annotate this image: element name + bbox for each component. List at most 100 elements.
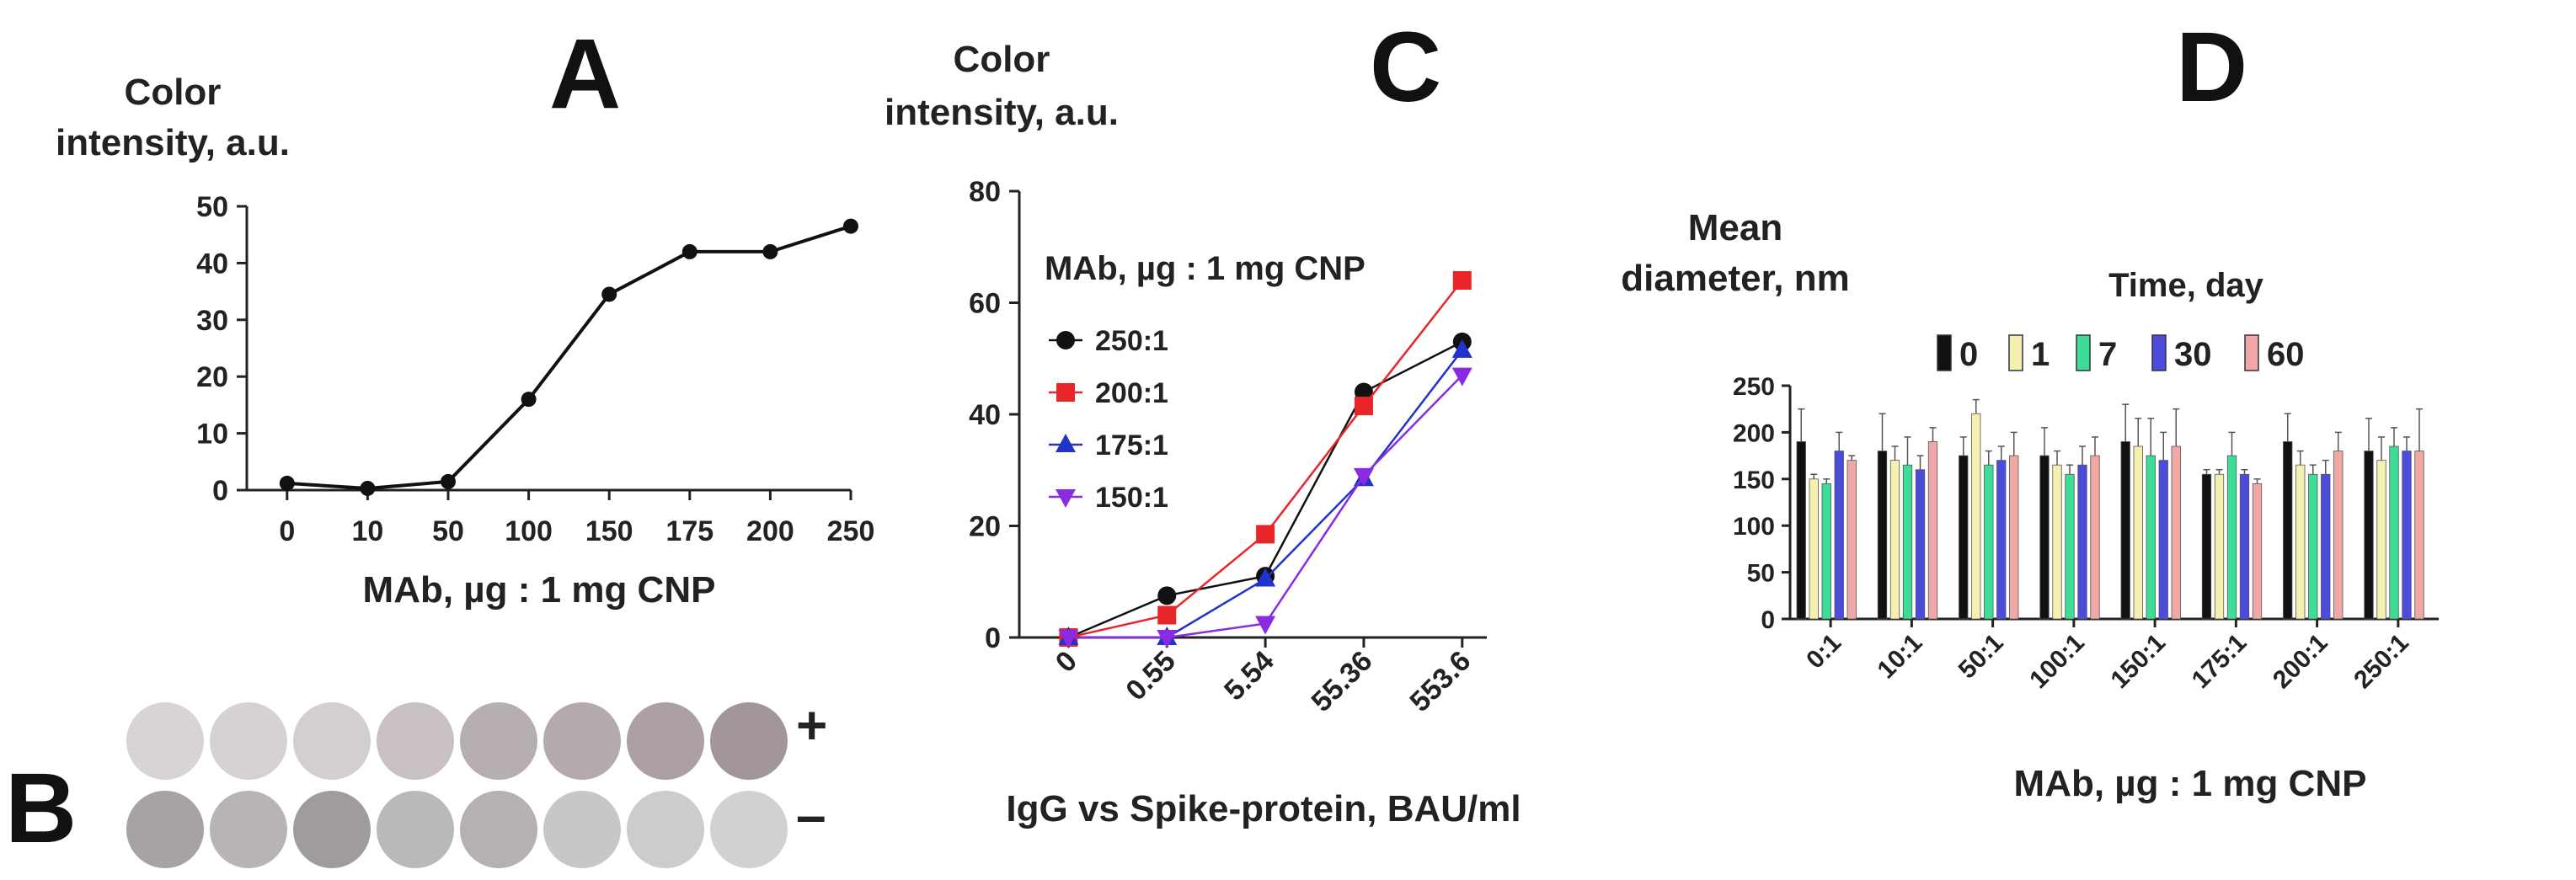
panel-d-bar — [2120, 441, 2130, 620]
panel-letter-b: B — [5, 753, 77, 864]
panel-d-x-tick-label: 50:1 — [1953, 629, 2009, 685]
panel-d-legend-swatch — [2076, 334, 2091, 371]
panel-c-y-tick-label: 0 — [985, 622, 1001, 654]
panel-c-data-point — [1256, 525, 1275, 544]
well-negative — [627, 791, 704, 868]
panel-c-data-point — [1452, 271, 1472, 290]
panel-a-data-point — [441, 473, 456, 489]
panel-c-legend-marker — [1056, 434, 1076, 452]
panel-d-x-tick-label: 150:1 — [2105, 629, 2171, 695]
panel-c-data-point — [1157, 586, 1177, 605]
panel-d-bar — [2321, 473, 2331, 620]
panel-d-x-tick-label: 200:1 — [2268, 629, 2333, 695]
well-negative — [377, 791, 454, 868]
panel-d-ylabel-line2: diameter, nm — [1621, 258, 1849, 299]
panel-d-bar — [1796, 441, 1806, 620]
panel-d-bar — [2376, 460, 2386, 620]
panel-d-x-tick-label: 250:1 — [2349, 629, 2414, 695]
panel-d-y-tick-label: 100 — [1733, 513, 1775, 541]
panel-c-legend-marker — [1056, 331, 1075, 349]
panel-d-bar — [2283, 441, 2293, 620]
well-positive — [543, 702, 621, 780]
well-negative — [710, 791, 788, 868]
well-negative — [460, 791, 537, 868]
panel-c-y-tick-label: 40 — [969, 399, 1001, 431]
panel-d-legend-swatch — [2008, 334, 2023, 371]
panel-d-bar — [2308, 473, 2318, 620]
panel-c-x-tick-label: 0 — [1050, 645, 1083, 679]
panel-c-legend-label: 250:1 — [1095, 325, 1168, 357]
panel-letter-d: D — [2176, 12, 2247, 123]
panel-d-bar — [2414, 451, 2424, 620]
panel-a-x-tick-label: 10 — [351, 515, 383, 547]
panel-a-data-point — [843, 218, 858, 234]
panel-d-bar — [2389, 445, 2399, 620]
panel-b-minus-label: – — [796, 785, 826, 845]
well-negative — [543, 791, 621, 868]
panel-c-ylabel-line2: intensity, a.u. — [884, 92, 1119, 133]
panel-d-y-tick-label: 50 — [1747, 560, 1775, 588]
panel-c-y-tick-label: 80 — [969, 176, 1001, 208]
panel-a-x-tick-label: 175 — [665, 515, 713, 547]
panel-letter-a: A — [549, 19, 621, 130]
panel-d-bar — [2239, 473, 2250, 620]
well-negative — [210, 791, 287, 868]
panel-d-bar — [1915, 469, 1926, 620]
chart-a: 0 10 20 30 40 50 0 10 50 100 150 175 200 250 — [196, 191, 874, 547]
panel-d-bar — [1927, 441, 1938, 620]
panel-c-data-point — [1354, 397, 1373, 416]
panel-d-legend-label: 60 — [2267, 336, 2305, 373]
well-positive — [377, 702, 454, 780]
panel-c-y-tick-label: 60 — [969, 288, 1001, 320]
panel-a-data-point — [279, 475, 295, 491]
panel-d-x-tick-label: 0:1 — [1801, 629, 1846, 675]
panel-a-y-tick-label: 0 — [212, 475, 228, 507]
well-positive — [293, 702, 371, 780]
panel-d-bar — [2065, 473, 2075, 620]
panel-a-data-point — [762, 243, 778, 259]
well-positive — [710, 702, 788, 780]
panel-d-bar — [2158, 460, 2168, 620]
panel-d-bar — [2090, 455, 2100, 620]
panel-a-data-point — [681, 243, 697, 259]
panel-d-bar — [1996, 460, 2007, 620]
panel-d-bar — [2333, 451, 2344, 620]
panel-a-y-tick-label: 20 — [196, 361, 228, 393]
panel-c-x-tick-label: 553.6 — [1403, 645, 1477, 718]
panel-d-bar — [2402, 451, 2412, 620]
panel-c-ylabel-line1: Color — [954, 39, 1050, 80]
panel-d-ylabel-line1: Mean — [1688, 207, 1782, 248]
panel-d-legend-label: 7 — [2098, 336, 2117, 373]
panel-a-y-tick-label: 30 — [196, 305, 228, 337]
panel-a-x-tick-label: 250 — [827, 515, 875, 547]
panel-a-data-point — [521, 392, 537, 408]
panel-d-bar — [1846, 460, 1857, 620]
panel-a-xlabel: MAb, µg : 1 mg CNP — [363, 569, 716, 611]
panel-c-data-point — [1058, 630, 1079, 648]
panel-c-xlabel: IgG vs Spike-protein, BAU/ml — [1006, 788, 1520, 829]
panel-d-bar — [2364, 451, 2374, 620]
panel-d-y-tick-label: 150 — [1733, 467, 1775, 494]
panel-d-legend-title: Time, day — [2108, 267, 2264, 304]
panel-c-legend-marker — [1056, 383, 1075, 402]
panel-a-ylabel-line1: Color — [125, 72, 222, 113]
panel-b-wells — [126, 702, 788, 868]
panel-d-y-tick-label: 200 — [1733, 419, 1775, 447]
panel-d-xlabel: MAb, µg : 1 mg CNP — [2014, 763, 2367, 804]
panel-d-bar — [1889, 460, 1900, 620]
panel-d-bar — [1821, 483, 1831, 620]
panel-c-legend-marker — [1056, 489, 1076, 508]
panel-d-legend-swatch — [1937, 334, 1952, 371]
chart-d: 0 50 100 150 200 250 0:1 10:1 50:1 100:1 150:1 175:… — [1733, 334, 2439, 695]
panel-d-legend-swatch — [2151, 334, 2167, 371]
panel-d-legend-swatch — [2244, 334, 2259, 371]
panel-d-bar — [2052, 464, 2062, 620]
panel-c-y-tick-label: 20 — [969, 511, 1001, 543]
panel-d-bar — [1877, 451, 1888, 620]
panel-d-bar — [2214, 473, 2225, 620]
panel-d-legend-label: 30 — [2174, 336, 2212, 373]
panel-c-legend-title: MAb, µg : 1 mg CNP — [1045, 250, 1365, 287]
well-positive — [126, 702, 204, 780]
panel-c-data-point — [1157, 605, 1177, 625]
